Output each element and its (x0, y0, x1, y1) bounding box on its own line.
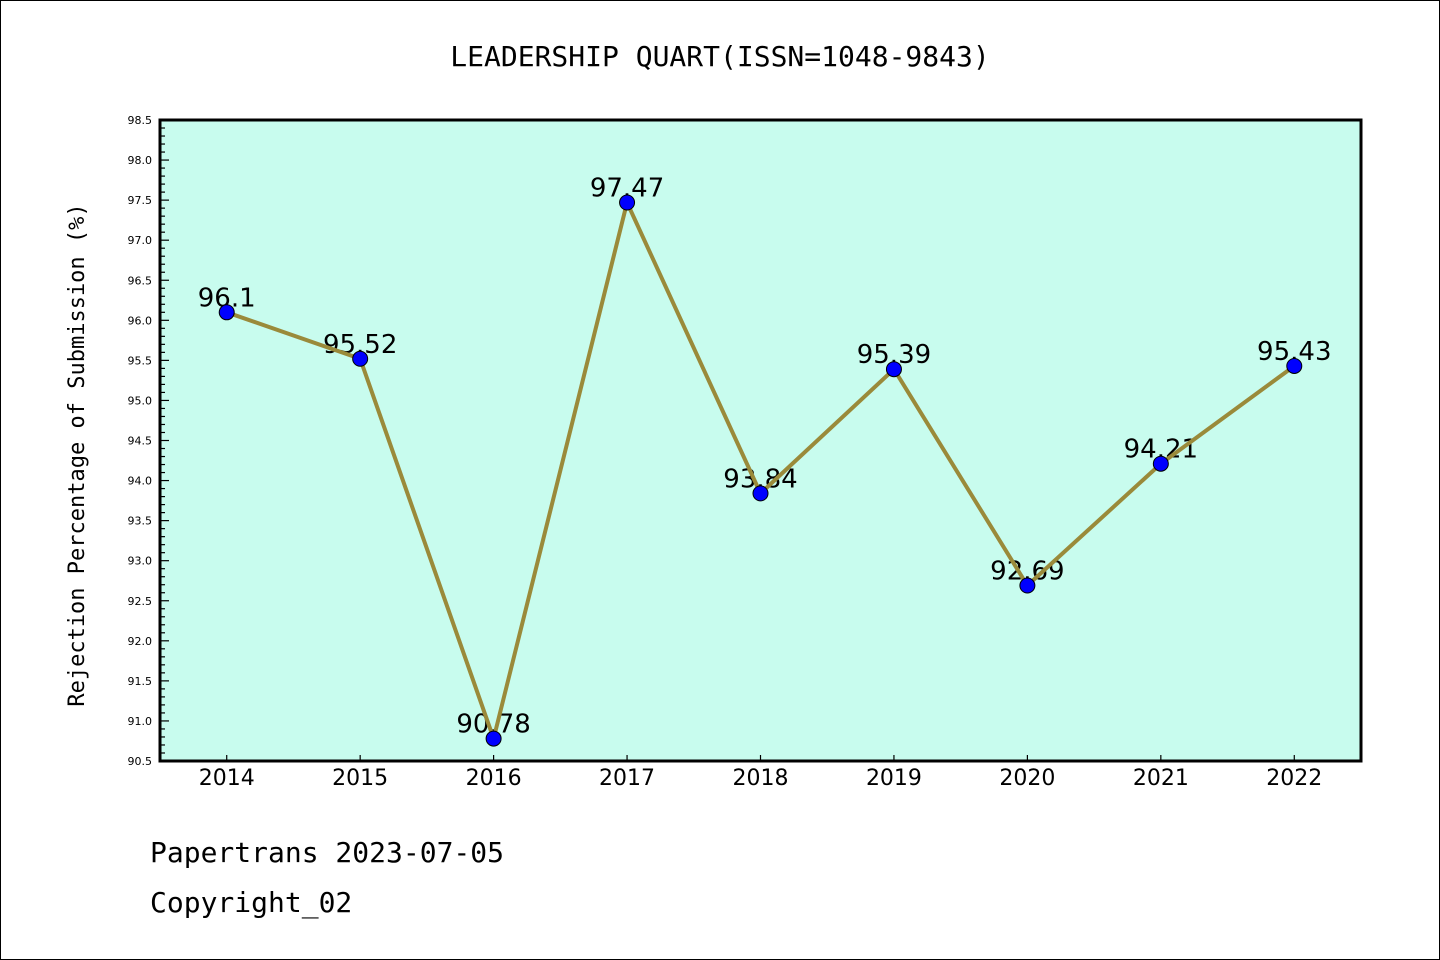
data-point (885, 361, 902, 378)
data-point (485, 730, 502, 747)
x-tick-label: 2022 (1266, 766, 1322, 791)
x-tick-label: 2018 (733, 766, 789, 791)
series-line-segment (758, 367, 896, 496)
chart-title: LEADERSHIP QUART(ISSN=1048-9843) (450, 40, 989, 73)
y-tick-label: 97.5 (128, 194, 153, 207)
y-tick-label: 92.5 (128, 595, 153, 608)
y-tick-label: 90.5 (128, 755, 153, 768)
y-tick-label: 93.5 (128, 515, 153, 528)
y-tick-label: 95.0 (128, 394, 153, 407)
y-tick-label: 95.5 (128, 354, 153, 367)
y-tick-label: 98.0 (128, 154, 153, 167)
series-line-segment (1025, 461, 1163, 588)
series-line-segment (891, 367, 1030, 588)
x-tick-label: 2014 (199, 766, 255, 791)
series-line-segment (224, 310, 363, 361)
series-line-segment (625, 200, 763, 496)
x-tick-label: 2019 (866, 766, 922, 791)
x-tick-label: 2015 (332, 766, 388, 791)
footer-copyright: Copyright_02 (150, 886, 353, 919)
y-tick-label: 96.5 (128, 274, 153, 287)
data-point (1286, 357, 1303, 374)
series-line-segment (491, 200, 630, 741)
data-point (752, 485, 769, 502)
x-tick-label: 2016 (466, 766, 522, 791)
y-axis-label: Rejection Percentage of Submission (%) (65, 203, 90, 706)
y-tick-label: 96.0 (128, 314, 153, 327)
x-tick-label: 2020 (999, 766, 1055, 791)
series-line-segment (358, 356, 496, 741)
data-point (218, 304, 235, 321)
y-tick-label: 94.0 (128, 475, 153, 488)
x-tick-label: 2017 (599, 766, 655, 791)
y-tick-label: 91.0 (128, 715, 153, 728)
series-line-segment (1158, 363, 1297, 466)
footer-date: Papertrans 2023-07-05 (150, 836, 505, 869)
plot-border (158, 118, 1363, 763)
y-tick-label: 91.5 (128, 675, 153, 688)
plot-area (160, 120, 1361, 761)
data-point (619, 194, 636, 211)
data-point (1152, 455, 1169, 472)
y-tick-label: 92.0 (128, 635, 153, 648)
data-point (1019, 577, 1036, 594)
y-tick-label: 94.5 (128, 435, 153, 448)
y-tick-label: 98.5 (128, 114, 153, 127)
x-tick-label: 2021 (1133, 766, 1189, 791)
y-tick-label: 93.0 (128, 555, 153, 568)
data-point (352, 350, 369, 367)
y-tick-label: 97.0 (128, 234, 153, 247)
